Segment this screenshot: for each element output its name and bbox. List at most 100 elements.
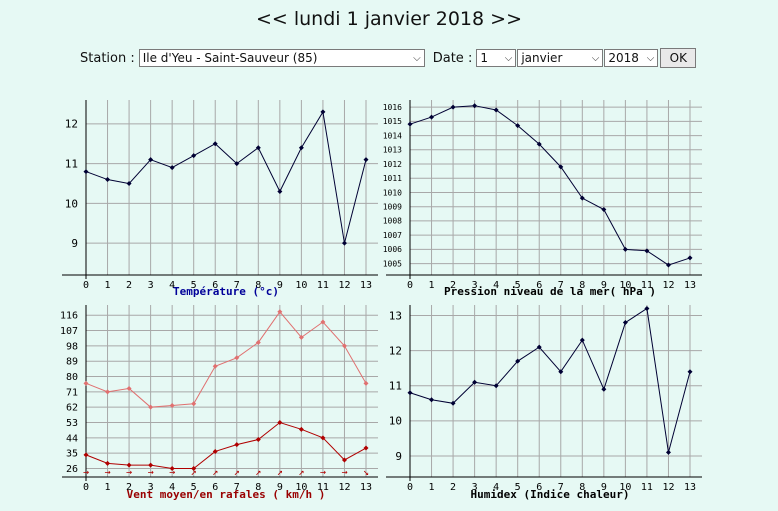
data-point: [341, 343, 347, 349]
x-tick-label: 11: [317, 280, 329, 291]
y-tick-label: 62: [66, 403, 78, 414]
y-tick-label: 116: [60, 311, 78, 322]
data-point: [234, 161, 240, 167]
data-point: [515, 123, 521, 129]
x-tick-label: 7: [234, 482, 240, 493]
data-point: [687, 369, 693, 375]
series-line-1: [85, 310, 367, 408]
page-title: lundi 1 janvier 2018: [293, 8, 485, 30]
day-select[interactable]: 1 ⌵: [476, 49, 517, 67]
y-tick-label: 44: [66, 433, 78, 444]
data-point: [255, 145, 261, 151]
chevron-down-icon: ⌵: [504, 52, 513, 64]
x-tick-label: 10: [295, 280, 307, 291]
y-tick-label: 80: [66, 372, 78, 383]
data-point: [191, 153, 197, 159]
x-tick-label: 11: [317, 482, 329, 493]
data-point: [493, 383, 499, 389]
data-point: [277, 188, 283, 194]
previous-day-link[interactable]: <<: [255, 8, 288, 30]
y-tick-label: 1014: [383, 131, 402, 140]
x-tick-label: 6: [212, 280, 218, 291]
series-line-0: [85, 110, 367, 244]
data-point: [601, 207, 607, 213]
x-tick-label: 2: [450, 482, 456, 493]
x-tick-label: 11: [641, 482, 653, 493]
station-label: Station :: [80, 50, 135, 66]
ok-button[interactable]: OK: [660, 48, 697, 68]
data-point: [83, 169, 89, 175]
data-point: [105, 177, 111, 183]
x-tick-label: 9: [277, 482, 283, 493]
data-point: [298, 145, 304, 151]
data-point: [363, 445, 369, 451]
y-tick-label: 13: [389, 309, 402, 322]
y-tick-label: 98: [66, 341, 78, 352]
data-point: [429, 397, 435, 403]
wind-direction-arrow-icon: ↘: [363, 467, 369, 478]
series-line-0: [85, 421, 367, 469]
data-point: [622, 320, 628, 326]
y-tick-label: 1006: [383, 245, 402, 254]
data-point: [191, 465, 197, 471]
wind-direction-arrow-icon: →: [105, 467, 111, 478]
y-tick-label: 1013: [383, 146, 402, 155]
x-tick-label: 5: [515, 280, 521, 291]
wind-direction-arrow-icon: →: [83, 467, 89, 478]
data-point: [255, 339, 261, 345]
wind-direction-arrow-icon: →: [341, 467, 347, 478]
data-point: [320, 435, 326, 441]
data-point: [148, 404, 154, 410]
y-tick-label: 35: [66, 449, 78, 460]
x-tick-label: 9: [601, 280, 607, 291]
month-select[interactable]: janvier ⌵: [517, 49, 604, 67]
wind-direction-arrow-icon: ↗: [234, 467, 240, 478]
data-point: [148, 157, 154, 163]
data-point: [536, 141, 542, 147]
wind-direction-arrow-icon: →: [126, 467, 132, 478]
y-tick-label: 11: [389, 380, 402, 393]
x-tick-label: 0: [83, 482, 89, 493]
data-point: [234, 355, 240, 361]
data-point: [579, 337, 585, 343]
next-day-link[interactable]: >>: [490, 8, 523, 30]
data-point: [341, 457, 347, 463]
wind-direction-arrow-icon: ↗: [255, 467, 261, 478]
data-point: [341, 240, 347, 246]
y-tick-label: 1015: [383, 117, 402, 126]
x-tick-label: 1: [429, 482, 435, 493]
year-select-value: 2018: [608, 51, 639, 65]
x-axis-label: Humidex (Indice chaleur): [471, 488, 630, 501]
station-select-value: Ile d'Yeu - Saint-Sauveur (85): [142, 51, 318, 65]
wind-direction-arrow-icon: ↗: [277, 467, 283, 478]
y-tick-label: 10: [389, 415, 402, 428]
data-point: [298, 334, 304, 340]
data-point: [169, 402, 175, 408]
x-tick-label: 6: [212, 482, 218, 493]
x-tick-label: 1: [429, 280, 435, 291]
x-axis-label: Vent moyen/en rafales ( km/h ): [127, 488, 326, 501]
data-point: [148, 462, 154, 468]
x-tick-label: 2: [126, 280, 132, 291]
y-tick-label: 9: [71, 237, 78, 250]
x-tick-label: 6: [536, 280, 542, 291]
year-select[interactable]: 2018 ⌵: [604, 49, 659, 67]
x-tick-label: 8: [579, 482, 585, 493]
x-tick-label: 7: [558, 482, 564, 493]
x-axis-label: Température (°c): [173, 285, 279, 298]
series-line-0: [409, 307, 691, 453]
data-point: [320, 319, 326, 325]
data-point: [363, 380, 369, 386]
data-point: [407, 390, 413, 396]
x-tick-label: 0: [407, 482, 413, 493]
chevron-down-icon: ⌵: [413, 52, 421, 64]
data-point: [472, 103, 478, 109]
x-tick-label: 4: [169, 482, 175, 493]
y-tick-label: 1007: [383, 231, 402, 240]
data-point: [558, 369, 564, 375]
data-point: [169, 465, 175, 471]
y-tick-label: 1012: [383, 160, 402, 169]
x-tick-label: 13: [684, 482, 696, 493]
station-select[interactable]: Ile d'Yeu - Saint-Sauveur (85) ⌵: [138, 49, 425, 67]
data-point: [450, 400, 456, 406]
